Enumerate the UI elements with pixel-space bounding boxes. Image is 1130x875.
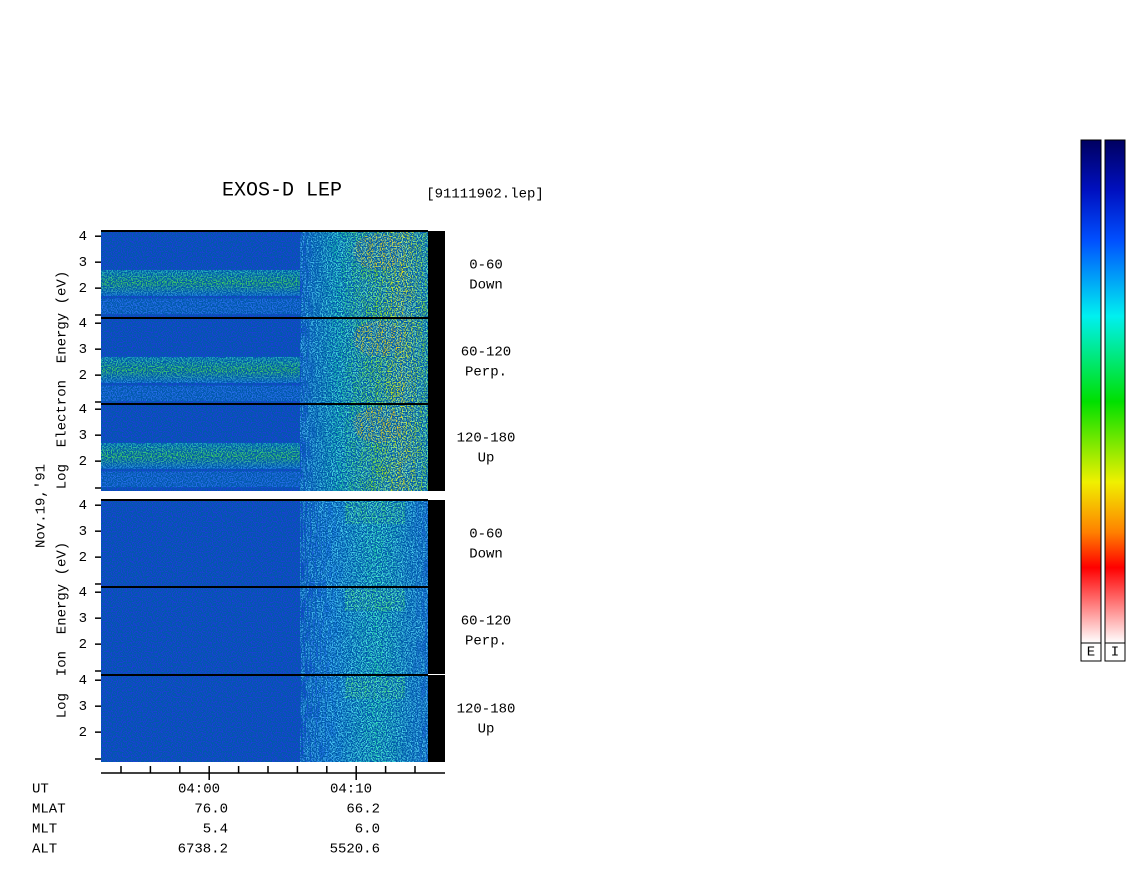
file-name: [91111902.lep] [426,187,544,203]
pitch-angle-range: 0-60 [469,527,503,543]
pitch-angle-range: 0-60 [469,258,503,274]
title: EXOS-D LEP [222,179,342,202]
y-tick-label: 2 [79,368,87,384]
date: Nov.19,'91 [34,464,50,548]
cell: 6.0 [355,822,380,838]
pitch-direction: Up [478,451,495,467]
y-tick-label: 4 [79,402,87,418]
time-axis [101,766,445,780]
cell: 76.0 [194,802,228,818]
colorbar [1104,139,1126,644]
y-tick-label: 4 [79,229,87,245]
pitch-angle-range: 120-180 [457,431,516,447]
cell: 5.4 [203,822,228,838]
cell: 04:00 [178,782,220,798]
colorbar-label-box [1104,642,1126,662]
cell: 66.2 [346,802,380,818]
pitch-direction: Perp. [465,634,507,650]
cell: 5520.6 [330,842,380,858]
cell: 04:10 [330,782,372,798]
y-tick-label: 2 [79,550,87,566]
no-data-strip [428,404,445,491]
spectrogram-noise [101,675,428,762]
y-tick-label: 2 [79,637,87,653]
pitch-direction: Up [478,722,495,738]
spectrogram-noise [101,404,428,491]
pitch-direction: Down [469,547,503,563]
row-label: MLAT [32,802,66,818]
y-tick-label: 2 [79,454,87,470]
colorbar-label: E [1087,645,1095,661]
row-label: MLT [32,822,57,838]
colorbar-label: I [1111,645,1119,661]
y-tick-label: 2 [79,281,87,297]
spectrogram-noise [101,500,428,587]
y-tick-label: 4 [79,316,87,332]
spectrogram-noise [101,318,428,405]
row-label: ALT [32,842,57,858]
colorbar [1080,139,1102,644]
y-tick-label: 3 [79,524,87,540]
y-axis-label: Log Ion Energy (eV) [55,542,71,718]
y-tick-label: 2 [79,725,87,741]
no-data-strip [428,675,445,762]
spectrogram-noise [101,231,428,318]
no-data-strip [428,500,445,587]
spectrogram-noise [101,587,428,674]
pitch-direction: Perp. [465,365,507,381]
colorbar-label-box [1080,642,1102,662]
cell: 6738.2 [178,842,228,858]
y-tick-label: 3 [79,699,87,715]
pitch-angle-range: 120-180 [457,702,516,718]
no-data-strip [428,231,445,318]
no-data-strip [428,318,445,405]
y-tick-label: 3 [79,255,87,271]
y-tick-label: 3 [79,342,87,358]
no-data-strip [428,587,445,674]
y-axis-label: Log Electron Energy (eV) [55,271,71,489]
y-tick-label: 3 [79,611,87,627]
pitch-angle-range: 60-120 [461,345,511,361]
y-tick-label: 4 [79,498,87,514]
row-label: UT [32,782,49,798]
y-tick-label: 4 [79,585,87,601]
pitch-direction: Down [469,278,503,294]
y-tick-label: 4 [79,673,87,689]
y-tick-label: 3 [79,428,87,444]
pitch-angle-range: 60-120 [461,614,511,630]
